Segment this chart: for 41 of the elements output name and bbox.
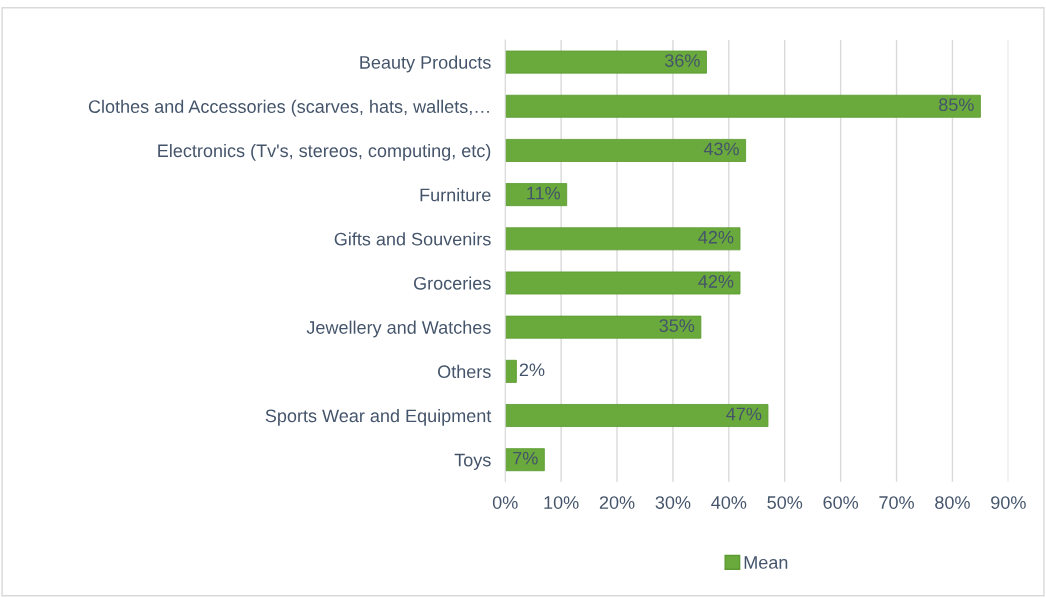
y-tick-label: Toys [454,453,491,470]
bar [505,448,545,472]
x-tick-label: 60% [823,496,859,509]
data-label: 42% [698,275,734,288]
y-tick-label: Jewellery and Watches [306,320,491,338]
data-label: 42% [698,230,734,244]
y-tick-label: Beauty Products [360,55,491,73]
x-tick-label: 80% [935,496,970,509]
x-tick-label: 50% [767,496,803,509]
legend-label: Mean [744,556,788,569]
bar [505,315,702,339]
data-label: 43% [703,142,739,156]
x-tick-label: 30% [655,496,691,509]
data-label: 7% [513,451,538,465]
x-tick-label: 40% [711,496,747,509]
data-label: 11% [527,186,561,200]
y-tick-label: Gifts and Souvenirs [334,232,491,246]
data-label: 35% [659,319,695,332]
bar [505,94,981,118]
y-tick-label: Furniture [420,188,491,202]
data-label: 36% [664,54,700,67]
bar [505,227,741,251]
data-label: 2% [519,363,545,377]
bar [505,271,741,295]
y-tick-label: Electronics (Tv's, stereos, computing, etc) [158,143,491,161]
bar [505,183,568,207]
x-tick-label: 0% [492,496,518,509]
y-tick-label: Clothes and Accessories (scarves, hats, wallets,… [88,99,489,117]
bar [505,359,517,383]
bar [505,404,769,427]
x-tick-label: 90% [991,496,1026,509]
y-tick-label: Sports Wear and Equipment [265,408,492,426]
x-tick-label: 70% [879,496,914,509]
bar [505,50,707,74]
y-tick-label: Groceries [413,276,491,290]
data-label: 47% [726,407,762,421]
x-tick-label: 10% [544,496,579,509]
bar [505,138,747,162]
data-label: 85% [939,98,974,112]
y-tick-label: Others [438,364,491,379]
x-tick-label: 20% [599,496,635,509]
